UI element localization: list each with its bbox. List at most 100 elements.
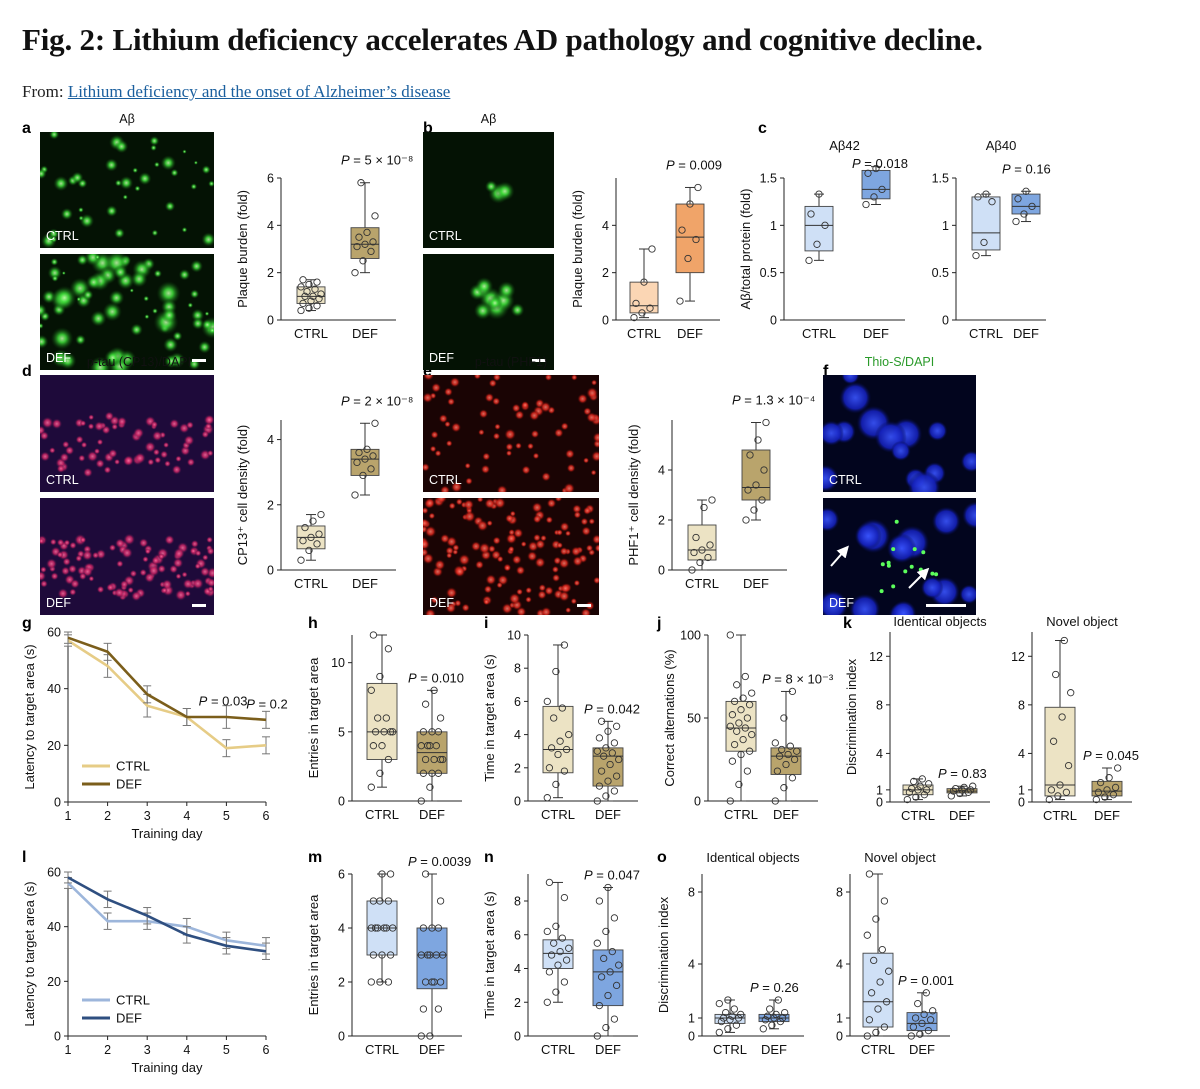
micrograph-title: Aβ	[481, 112, 497, 126]
data-point	[595, 734, 604, 742]
y-tick-label: 12	[1011, 650, 1025, 664]
stain-blob	[193, 160, 198, 165]
data-point	[715, 1028, 723, 1037]
stain-blob	[142, 556, 149, 563]
data-point	[550, 714, 558, 722]
stain-blob	[94, 421, 105, 432]
stain-blob	[434, 449, 442, 457]
data-point	[739, 735, 747, 744]
stain-blob	[450, 481, 463, 492]
stain-blob	[492, 397, 501, 406]
p-value: P = 5 × 10⁻⁸	[341, 153, 413, 168]
stain-blob	[56, 551, 64, 559]
x-tick-label: 5	[223, 1043, 230, 1057]
stain-blob	[144, 314, 150, 320]
data-point	[761, 1016, 770, 1024]
stain-blob	[572, 555, 583, 567]
stain-blob	[465, 477, 473, 485]
stain-blob	[161, 587, 168, 594]
series-line	[67, 639, 267, 750]
stain-blob	[424, 498, 436, 509]
stain-blob	[71, 171, 84, 184]
data-point	[353, 458, 361, 467]
data-point	[610, 739, 619, 747]
stain-blob	[540, 606, 552, 615]
data-point	[359, 471, 367, 480]
data-point	[745, 747, 754, 755]
data-point	[554, 750, 562, 759]
data-point	[730, 1005, 738, 1013]
stain-blob	[191, 317, 205, 330]
y-tick-label: 4	[514, 962, 521, 976]
box-ctrl	[725, 631, 757, 805]
data-point	[878, 945, 886, 954]
data-point	[355, 448, 363, 457]
data-point	[600, 954, 608, 963]
data-point	[309, 517, 317, 525]
micrograph-title: p-tau (CP13)/DAPI	[87, 355, 191, 369]
stain-blob	[447, 397, 456, 406]
stain-blob	[484, 498, 496, 509]
stain-blob	[487, 295, 503, 311]
stain-blob	[546, 498, 557, 509]
y-tick-label: 1	[770, 219, 777, 233]
box-ctrl	[542, 641, 574, 802]
stain-blob	[113, 264, 128, 280]
stain-blob	[164, 354, 179, 369]
stain-blob	[40, 566, 47, 573]
data-point	[371, 728, 380, 736]
stain-blob	[445, 602, 457, 614]
chart-i: 0 2 4 6 8 10 Time in target area (s) CTRL DEF P =…	[482, 629, 640, 823]
data-point	[430, 755, 438, 764]
arrow-icon	[830, 545, 849, 567]
stain-blob	[116, 560, 124, 568]
data-point	[606, 760, 614, 769]
stain-blob	[461, 603, 470, 612]
stain-blob	[962, 501, 976, 530]
article-link[interactable]: Lithium deficiency and the onset of Alzh…	[67, 82, 451, 101]
stain-blob	[849, 593, 881, 615]
micrograph-label-ctrl: CTRL	[46, 229, 79, 243]
data-point	[612, 722, 621, 730]
data-point	[604, 727, 612, 735]
thio-s-signal	[886, 563, 891, 568]
stain-blob	[160, 450, 169, 459]
data-point	[604, 883, 612, 892]
stain-blob	[147, 458, 155, 466]
data-point	[299, 299, 307, 308]
stain-blob	[119, 579, 129, 589]
data-point	[371, 924, 380, 932]
chart-title: Aβ40	[986, 138, 1017, 153]
box-iqr	[350, 227, 380, 259]
stain-blob	[121, 547, 133, 559]
data-point	[560, 641, 569, 649]
data-point	[1047, 786, 1056, 794]
data-point	[384, 978, 393, 986]
data-point	[910, 777, 918, 786]
chart-a: 0 2 4 6 Plaque burden (fold) CTRL DEF P = 5 × 1…	[235, 153, 413, 341]
data-point	[317, 510, 325, 519]
chart-k2: 01 4 8 12 Novel object CTRL DEF P = 0.045	[1011, 614, 1139, 823]
stain-blob	[423, 375, 435, 381]
micrograph-label-ctrl: CTRL	[46, 473, 79, 487]
data-point	[640, 278, 648, 286]
x-category-label: CTRL	[365, 1042, 399, 1057]
data-point	[772, 1010, 780, 1019]
micrograph-image-def: DEF	[823, 498, 976, 615]
data-point	[1060, 636, 1068, 645]
y-tick-label: 100	[680, 629, 701, 643]
stain-blob	[60, 207, 74, 221]
y-axis-label: Discrimination index	[844, 658, 859, 775]
box-iqr	[629, 281, 659, 314]
stain-blob	[464, 462, 471, 469]
box-def	[416, 686, 448, 805]
x-category-label: DEF	[761, 1042, 787, 1057]
stain-blob	[181, 226, 188, 233]
data-point	[782, 760, 790, 769]
data-point	[734, 1014, 743, 1022]
data-point	[741, 672, 749, 681]
stain-blob	[190, 183, 198, 191]
thio-s-signal	[909, 564, 914, 569]
data-point	[638, 309, 646, 317]
